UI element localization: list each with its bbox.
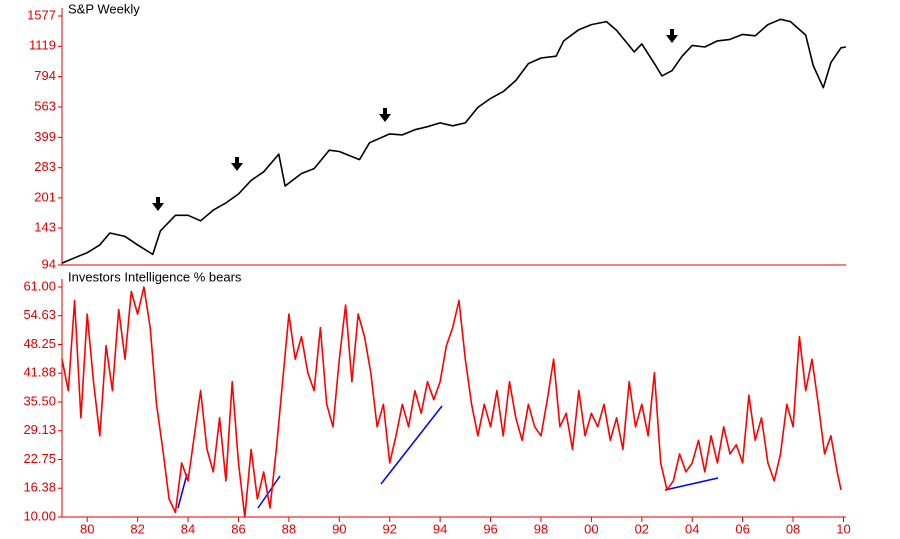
y-tick-label: 143 [34, 219, 56, 234]
arrow [231, 157, 243, 171]
y-tick-label: 48.25 [23, 336, 56, 351]
x-tick-label: 92 [382, 521, 396, 536]
y-tick-label: 201 [34, 189, 56, 204]
y-tick-label: 61.00 [23, 278, 56, 293]
trend-line [664, 477, 719, 491]
y-tick-label: 54.63 [23, 307, 56, 322]
x-tick-label: 82 [130, 521, 144, 536]
trend-line [380, 405, 443, 485]
y-tick-label: 563 [34, 98, 56, 113]
x-tick-label: 04 [685, 521, 699, 536]
x-tick-label: 06 [735, 521, 749, 536]
y-tick-label: 1119 [29, 38, 56, 53]
arrow [666, 29, 678, 43]
y-tick-label: 41.88 [23, 365, 56, 380]
chart-title: S&P Weekly [68, 1, 140, 16]
trend-line [177, 473, 188, 509]
chart-title: Investors Intelligence % bears [68, 269, 242, 284]
y-tick-label: 399 [34, 129, 56, 144]
y-tick-label: 22.75 [23, 451, 56, 466]
x-tick-label: 80 [80, 521, 94, 536]
trend-lines [177, 405, 719, 509]
x-tick-label: 88 [282, 521, 296, 536]
x-tick-label: 86 [231, 521, 245, 536]
x-tick-label: 08 [786, 521, 800, 536]
x-tick-label: 94 [433, 521, 447, 536]
trend-line [257, 475, 281, 509]
y-tick-label: 283 [34, 159, 56, 174]
y-tick-label: 94 [42, 256, 56, 271]
arrows [152, 29, 678, 211]
data-line [61, 286, 842, 518]
x-tick-label: 96 [483, 521, 497, 536]
y-tick-label: 794 [34, 68, 56, 83]
x-tick-label: 10 [836, 521, 850, 536]
data-line [61, 18, 847, 264]
y-tick-label: 10.00 [23, 508, 56, 523]
y-tick-label: 29.13 [23, 422, 56, 437]
x-tick-label: 84 [181, 521, 195, 536]
x-tick-label: 90 [332, 521, 346, 536]
y-tick-label: 16.38 [23, 480, 56, 495]
y-tick-label: 1577 [27, 7, 56, 22]
arrow [152, 197, 164, 211]
y-tick-label: 35.50 [23, 393, 56, 408]
x-tick-label: 02 [635, 521, 649, 536]
x-tick-label: 00 [584, 521, 598, 536]
x-tick-label: 98 [534, 521, 548, 536]
arrow [379, 108, 391, 122]
